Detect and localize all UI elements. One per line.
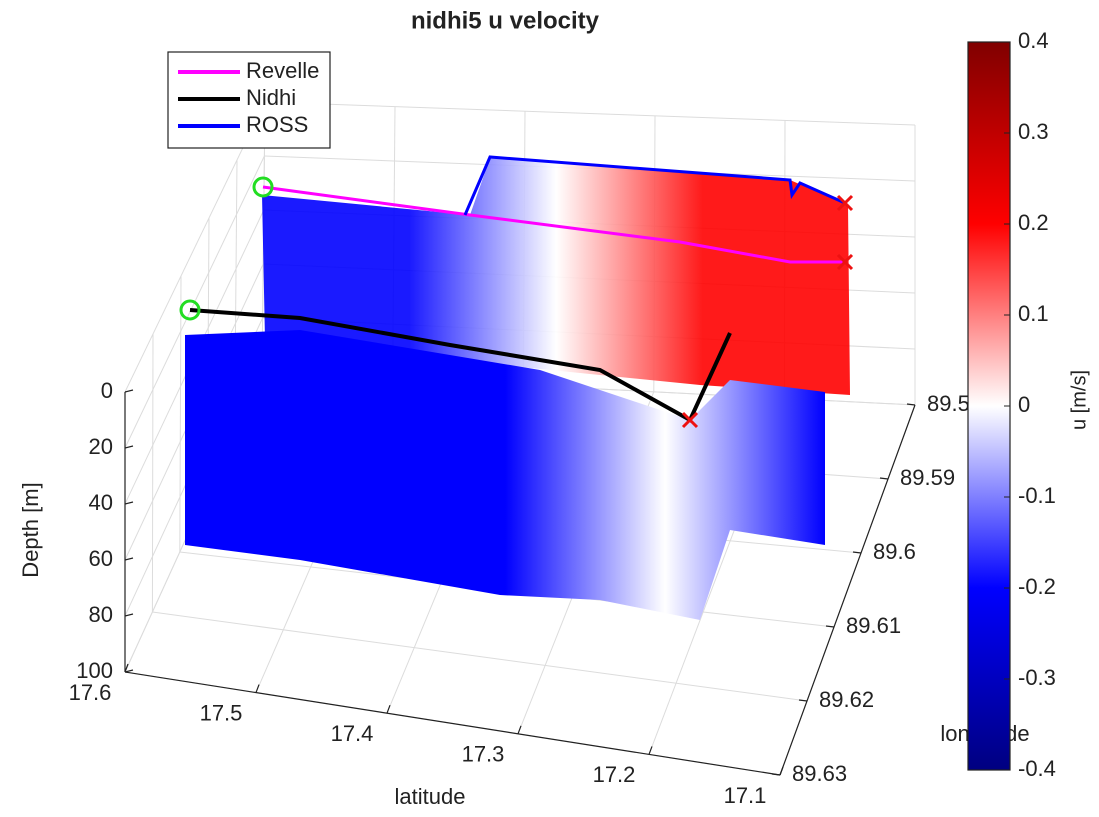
z-tick-label: 60 xyxy=(89,546,113,571)
x-tick-label: 17.6 xyxy=(69,680,112,705)
colorbar: -0.4 -0.3 -0.2 -0.1 0 0.1 0.2 0.3 0.4 u [m/s] xyxy=(967,28,1090,781)
legend-label: Nidhi xyxy=(246,85,296,110)
x-tick-label: 17.2 xyxy=(593,762,636,787)
colorbar-tick-label: -0.4 xyxy=(1018,756,1056,781)
colorbar-tick-label: 0.4 xyxy=(1018,28,1049,53)
x-axis-line xyxy=(124,671,781,776)
chart-title: nidhi5 u velocity xyxy=(411,7,600,34)
colorbar-label: u [m/s] xyxy=(1068,370,1090,430)
track-line xyxy=(189,308,732,423)
x-tick-label: 17.4 xyxy=(331,721,374,746)
colorbar-tick-label: 0.1 xyxy=(1018,301,1049,326)
tick-mark xyxy=(906,403,916,406)
tick-mark xyxy=(124,445,134,449)
z-tick-label: 20 xyxy=(89,434,113,459)
tick-mark xyxy=(124,501,134,505)
tick-mark xyxy=(648,746,653,755)
grid-line xyxy=(124,101,266,393)
colorbar-tick-label: 0.3 xyxy=(1018,119,1049,144)
z-tick-label: 100 xyxy=(76,658,113,683)
x-tick-label: 17.3 xyxy=(462,742,505,767)
z-tick-label: 40 xyxy=(89,490,113,515)
tick-mark xyxy=(124,613,134,617)
tick-mark xyxy=(124,669,134,673)
grid-line xyxy=(179,275,182,553)
end-marker xyxy=(681,411,699,429)
tick-mark xyxy=(779,766,784,776)
colorbar-tick-label: -0.1 xyxy=(1018,483,1056,508)
tick-mark xyxy=(825,625,835,628)
tick-mark xyxy=(771,773,781,776)
end-marker xyxy=(836,253,854,271)
colorbar-tick-label: -0.2 xyxy=(1018,574,1056,599)
x-tick-label: 17.1 xyxy=(724,783,767,808)
colorbar-tick-label: 0 xyxy=(1018,392,1030,417)
y-tick-label: 89.6 xyxy=(873,539,916,564)
x-axis-label: latitude xyxy=(395,784,466,809)
tracks xyxy=(179,155,854,429)
legend-label: Revelle xyxy=(246,58,319,83)
tick-mark xyxy=(124,557,134,561)
colorbar-tick-label: 0.2 xyxy=(1018,210,1049,235)
z-tick-label: 0 xyxy=(101,378,113,403)
z-tick-label: 80 xyxy=(89,602,113,627)
tick-mark xyxy=(852,551,862,554)
track-line xyxy=(463,155,846,216)
start-marker xyxy=(179,299,201,321)
z-axis-label: Depth [m] xyxy=(18,482,43,577)
tick-mark xyxy=(124,663,129,673)
track-line xyxy=(262,185,845,264)
y-tick-label: 89.62 xyxy=(819,687,874,712)
grid-line xyxy=(264,101,916,126)
end-marker xyxy=(836,194,854,212)
y-tick-label: 89.59 xyxy=(900,465,955,490)
y-tick-label: 89.61 xyxy=(846,613,901,638)
tick-mark xyxy=(255,684,260,693)
tick-mark xyxy=(386,704,391,714)
tick-mark xyxy=(124,389,134,393)
y-tick-label: 89.63 xyxy=(792,761,847,786)
legend-label: ROSS xyxy=(246,112,308,137)
colorbar-tick-label: -0.3 xyxy=(1018,665,1056,690)
grid-line xyxy=(151,333,154,613)
x-tick-label: 17.5 xyxy=(200,700,243,725)
y-axis-line xyxy=(779,404,916,776)
tick-mark xyxy=(517,725,522,735)
tick-mark xyxy=(879,477,889,480)
grid-line xyxy=(152,611,808,702)
colorbar-scale xyxy=(967,41,1011,771)
tick-mark xyxy=(798,699,808,702)
start-marker xyxy=(252,176,274,198)
front-section xyxy=(185,330,825,620)
